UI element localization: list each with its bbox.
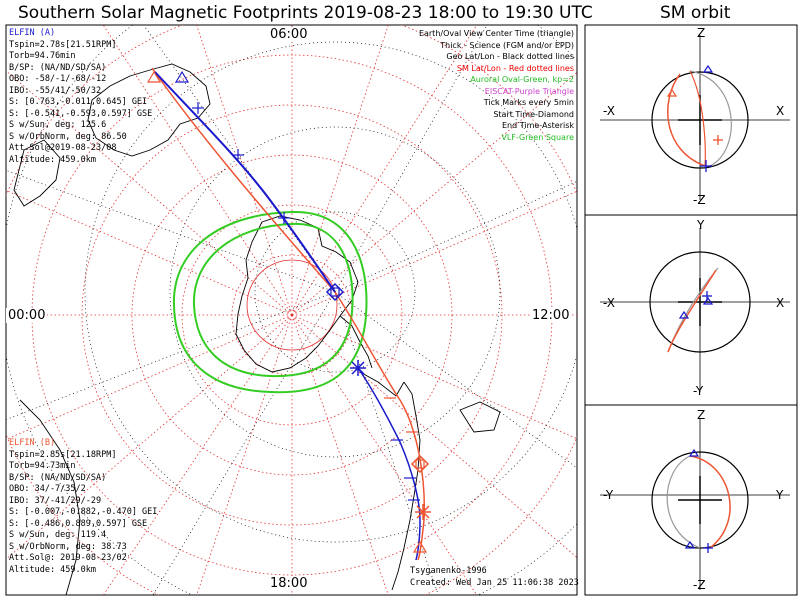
elfin-b-line: S: [-0.007,-0.882,-0.470] GEI (9, 507, 158, 517)
elfin-a-line: IBO: -55/41/-50/32 (9, 85, 102, 96)
elfin-a-line: OBO: -58/-1/-68/-12 (9, 74, 107, 84)
elfin-b-ticks (384, 397, 418, 433)
elfin-a-line: S: [0.763,-0.011,0.645] GEI (9, 97, 148, 107)
elfin-a-line: S: [-0.541,-0.593,0.597] GSE (9, 108, 153, 119)
elfin-b-start-diamond (410, 454, 430, 474)
elfin-a-end-asterisk (350, 360, 366, 376)
elfin-a-line: ELFIN (A) (9, 28, 56, 38)
sm-orbit-title: SM orbit (660, 3, 731, 23)
legend-entry: Geo Lat/Lon - Black dotted lines (446, 52, 574, 61)
legend: Earth/Oval View Center Time (triangle) Th… (419, 28, 574, 143)
elfin-b-line: OBO: 34/-7/35/2 (9, 484, 86, 494)
sm1-bottom-label: -Z (693, 193, 706, 207)
elfin-a-line: Torb=94.76min (9, 51, 76, 61)
elfin-b-line: B/SP: (NA/ND/SD/SA) (9, 472, 107, 483)
clock-label-left: 00:00 (6, 308, 48, 323)
created-timestamp: Created: Wed Jan 25 11:06:38 2023 (410, 578, 579, 588)
elfin-b-center-triangle (146, 70, 162, 83)
elfin-a-line: Tspin=2.78s[21.51RPM] (9, 39, 117, 50)
model-credit: Tsyganenko-1996 (410, 566, 487, 576)
elfin-b-line: Att.Sol@: 2019-08-23/02 (9, 553, 127, 563)
chart-title: Southern Solar Magnetic Footprints 2019-… (18, 3, 593, 23)
sm2-left-label: -X (603, 296, 615, 310)
legend-entry: Start Time-Diamond (493, 109, 574, 119)
sm1-top-label: Z (697, 26, 706, 40)
sm3-left-label: -Y (603, 488, 614, 502)
legend-entry: End Time-Asterisk (501, 121, 574, 130)
elfin-b-info: ELFIN (B) Tspin=2.85s[21.18RPM] Torb=94.73… (9, 438, 157, 576)
elfin-a-start-diamond (325, 282, 345, 302)
elfin-a-ticks (192, 102, 420, 501)
elfin-a-info: ELFIN (A) Tspin=2.78s[21.51RPM] Torb=94.76… (9, 28, 152, 166)
elfin-a-line: B/SP: (NA/ND/SD/SA) (9, 62, 107, 73)
sm-panel-2 (600, 228, 790, 392)
geo-latitude-circles (6, 25, 577, 595)
legend-entry: Tick Marks every 5min (483, 98, 574, 107)
legend-entry: Auroral Oval-Green, kp=2 (470, 75, 574, 84)
sm-frame (584, 24, 798, 596)
elfin-b-line: S w/Sun, deg: 119.4 (9, 530, 107, 540)
clock-label-top: 06:00 (268, 27, 310, 42)
elfin-a-line: Att.Sol@2019-08-23/08 (9, 143, 117, 153)
auroral-ovals (172, 210, 368, 394)
clock-label-bottom: 18:00 (268, 576, 310, 591)
elfin-a-line: S w/OrbNorm, deg: 86.50 (9, 131, 127, 142)
elfin-a-line: Altitude: 459.0km (9, 154, 96, 165)
elfin-b-line: Torb=94.73min (9, 461, 76, 471)
elfin-a-center-triangle (174, 70, 190, 83)
elfin-b-line: ELFIN (B) (9, 438, 56, 448)
elfin-b-end-asterisk (415, 504, 431, 520)
legend-entry: EISCAT-Purple Triangle (484, 86, 574, 96)
sm-pole-circle (246, 259, 338, 351)
sm3-top-label: Z (697, 408, 706, 422)
sm2-top-label: Y (697, 218, 705, 232)
elfin-a-line: S w/Sun, deg: 125.6 (9, 120, 107, 130)
sm-longitude-lines (6, 25, 577, 595)
elfin-a-track-lower (357, 367, 421, 561)
sm-panel-1 (600, 35, 790, 200)
sm1-left-label: -X (603, 104, 615, 118)
elfin-b-line: S: [-0.486,0.889,0.597] GSE (9, 518, 148, 529)
sm1-right-label: X (776, 104, 785, 118)
sm3-right-label: Y (776, 488, 784, 502)
legend-entry: VLF-Green Square (501, 132, 574, 142)
legend-entry: Thick - Science (FGM and/or EPD) (440, 40, 574, 50)
clock-label-right: 12:00 (530, 308, 572, 323)
geo-longitude-lines (6, 25, 577, 595)
sm2-right-label: X (776, 296, 785, 310)
elfin-a-track (154, 71, 336, 293)
elfin-b-line: Tspin=2.85s[21.18RPM] (9, 449, 117, 460)
elfin-b-line: S w/OrbNorm, deg: 38.73 (9, 541, 127, 552)
elfin-b-line: IBO: 37/-41/29/-29 (9, 495, 102, 506)
legend-entry: Earth/Oval View Center Time (triangle) (418, 29, 574, 38)
legend-entry: SM Lat/Lon - Red dotted lines (456, 63, 574, 73)
sm-panel-3 (600, 418, 790, 590)
sm3-bottom-label: -Z (693, 578, 706, 592)
elfin-b-line: Altitude: 459.0km (9, 564, 96, 575)
sm2-bottom-label: -Y (693, 384, 704, 398)
elfin-b-track (151, 67, 426, 561)
